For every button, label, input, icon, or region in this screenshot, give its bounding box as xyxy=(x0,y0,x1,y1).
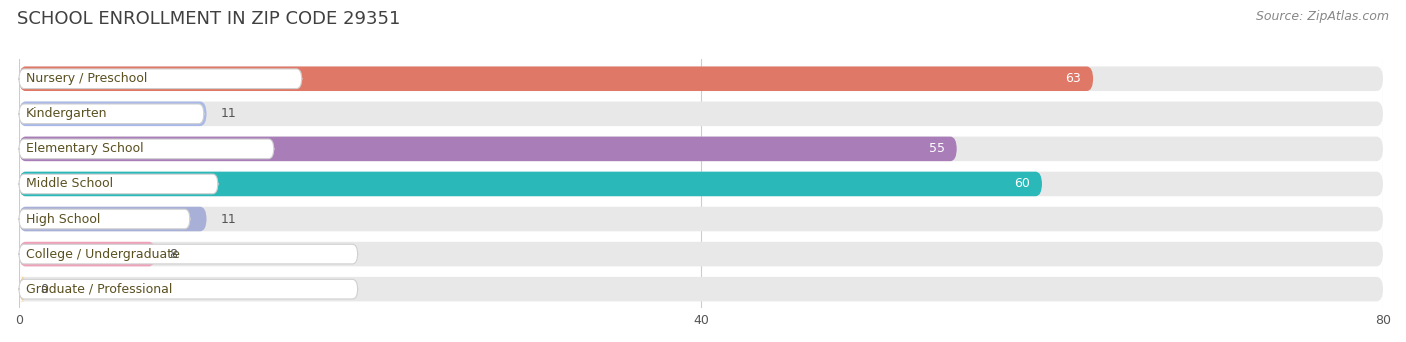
FancyBboxPatch shape xyxy=(20,66,1092,91)
Text: Nursery / Preschool: Nursery / Preschool xyxy=(25,72,148,85)
FancyBboxPatch shape xyxy=(20,102,1384,126)
Text: Middle School: Middle School xyxy=(25,177,112,190)
FancyBboxPatch shape xyxy=(20,172,1384,196)
FancyBboxPatch shape xyxy=(20,207,207,231)
Text: 11: 11 xyxy=(221,212,236,225)
FancyBboxPatch shape xyxy=(20,242,156,266)
FancyBboxPatch shape xyxy=(20,104,204,124)
FancyBboxPatch shape xyxy=(20,242,1384,266)
FancyBboxPatch shape xyxy=(20,102,207,126)
FancyBboxPatch shape xyxy=(20,136,1384,161)
Text: Source: ZipAtlas.com: Source: ZipAtlas.com xyxy=(1256,10,1389,23)
Text: 11: 11 xyxy=(221,107,236,120)
FancyBboxPatch shape xyxy=(20,66,1384,91)
FancyBboxPatch shape xyxy=(20,277,27,301)
Text: 0: 0 xyxy=(39,282,48,295)
Text: High School: High School xyxy=(25,212,100,225)
FancyBboxPatch shape xyxy=(20,209,190,229)
FancyBboxPatch shape xyxy=(20,279,357,299)
FancyBboxPatch shape xyxy=(20,69,302,89)
Text: 63: 63 xyxy=(1066,72,1081,85)
FancyBboxPatch shape xyxy=(20,277,1384,301)
Text: 60: 60 xyxy=(1014,177,1031,190)
Text: SCHOOL ENROLLMENT IN ZIP CODE 29351: SCHOOL ENROLLMENT IN ZIP CODE 29351 xyxy=(17,10,401,28)
FancyBboxPatch shape xyxy=(20,139,274,159)
FancyBboxPatch shape xyxy=(20,244,357,264)
FancyBboxPatch shape xyxy=(20,207,1384,231)
Text: Graduate / Professional: Graduate / Professional xyxy=(25,282,172,295)
Text: 8: 8 xyxy=(169,248,177,261)
FancyBboxPatch shape xyxy=(20,136,956,161)
Text: Kindergarten: Kindergarten xyxy=(25,107,107,120)
FancyBboxPatch shape xyxy=(20,172,1042,196)
Text: Elementary School: Elementary School xyxy=(25,142,143,155)
Text: College / Undergraduate: College / Undergraduate xyxy=(25,248,180,261)
Text: 55: 55 xyxy=(929,142,945,155)
FancyBboxPatch shape xyxy=(20,174,218,194)
